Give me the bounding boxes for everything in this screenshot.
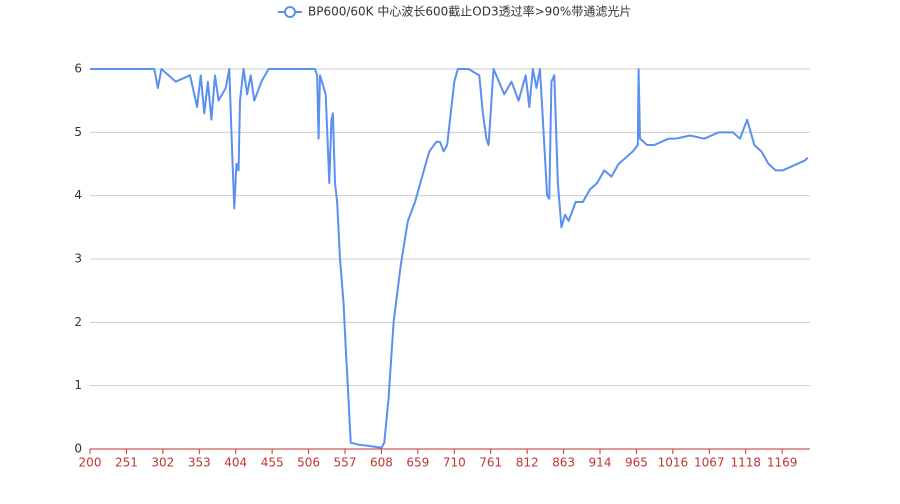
x-tick-label: 1067: [694, 456, 725, 470]
y-tick-label: 3: [74, 252, 82, 266]
x-tick-label: 761: [479, 456, 502, 470]
y-tick-label: 6: [74, 62, 82, 76]
x-tick-label: 965: [625, 456, 648, 470]
x-tick-label: 1169: [767, 456, 798, 470]
x-tick-label: 404: [224, 456, 247, 470]
x-tick-label: 914: [589, 456, 612, 470]
x-tick-label: 1016: [658, 456, 689, 470]
x-tick-label: 251: [115, 456, 138, 470]
y-tick-label: 4: [74, 188, 82, 202]
x-tick-label: 1118: [730, 456, 761, 470]
x-tick-label: 455: [261, 456, 284, 470]
y-tick-label: 2: [74, 315, 82, 329]
x-tick-label: 506: [297, 456, 320, 470]
x-tick-label: 608: [370, 456, 393, 470]
y-tick-label: 0: [74, 442, 82, 456]
x-tick-label: 557: [334, 456, 357, 470]
legend-label[interactable]: BP600/60K 中心波长600截止OD3透过率>90%带通滤光片: [308, 4, 631, 19]
x-tick-label: 659: [406, 456, 429, 470]
y-tick-label: 1: [74, 378, 82, 392]
y-tick-label: 5: [74, 125, 82, 139]
x-tick-label: 200: [79, 456, 102, 470]
x-tick-label: 863: [552, 456, 575, 470]
data-line: [90, 68, 809, 449]
x-tick-label: 353: [188, 456, 211, 470]
x-tick-label: 710: [443, 456, 466, 470]
legend-symbol: [284, 6, 296, 18]
x-tick-label: 302: [151, 456, 174, 470]
x-tick-label: 812: [516, 456, 539, 470]
